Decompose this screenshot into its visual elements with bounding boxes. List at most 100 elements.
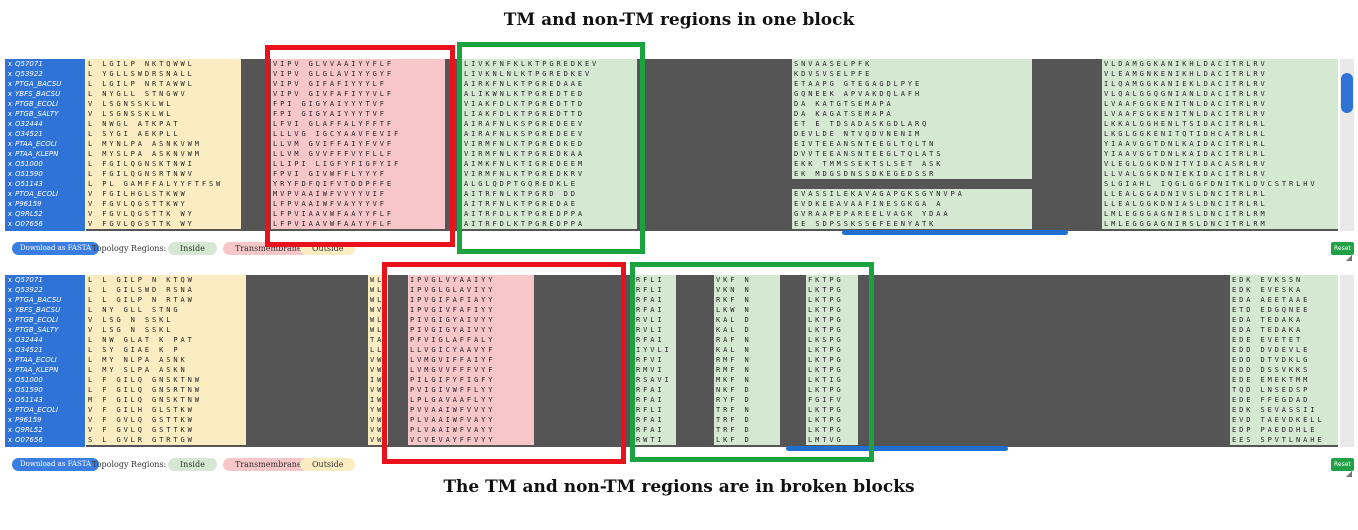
remove-sequence-icon[interactable]: x — [7, 110, 13, 118]
sequence-id-label[interactable]: x PTAA_KLEPN — [5, 149, 85, 159]
remove-sequence-icon[interactable]: x — [7, 220, 13, 228]
remove-sequence-icon[interactable]: x — [7, 276, 13, 284]
remove-sequence-icon[interactable]: x — [7, 306, 13, 314]
remove-sequence-icon[interactable]: x — [7, 210, 13, 218]
inside-segment: LMLEGGGAGNIRSLDNCITRLRM — [1102, 209, 1338, 219]
resize-handle-icon[interactable]: ◢ — [1345, 253, 1352, 262]
remove-sequence-icon[interactable]: x — [7, 120, 13, 128]
download-fasta-button[interactable]: Download as FASTA — [12, 458, 100, 471]
sequence-id-text: Q57071 — [15, 60, 43, 68]
sequence-id-label[interactable]: x O51590 — [5, 169, 85, 179]
vertical-scrollbar[interactable] — [1340, 59, 1354, 231]
inside-segment: EDK SEVASSII — [1230, 405, 1338, 415]
remove-sequence-icon[interactable]: x — [7, 366, 13, 374]
remove-sequence-icon[interactable]: x — [7, 80, 13, 88]
remove-sequence-icon[interactable]: x — [7, 130, 13, 138]
horizontal-scroll-thumb[interactable] — [786, 446, 1008, 451]
resize-handle-icon[interactable]: ◢ — [1345, 469, 1352, 478]
alignment-grid[interactable]: L L GILP N KTQW L L GILSWD RSNA L L GILP N… — [86, 275, 1338, 447]
sequence-id-label[interactable]: x O34521 — [5, 129, 85, 139]
sequence-id-label[interactable]: x PTGB_SALTY — [5, 325, 85, 335]
sequence-id-text: O51000 — [15, 376, 43, 384]
remove-sequence-icon[interactable]: x — [7, 336, 13, 344]
remove-sequence-icon[interactable]: x — [7, 386, 13, 394]
sequence-id-label[interactable]: x Q9RL52 — [5, 209, 85, 219]
sequence-id-label[interactable]: x P96159 — [5, 199, 85, 209]
remove-sequence-icon[interactable]: x — [7, 426, 13, 434]
remove-sequence-icon[interactable]: x — [7, 160, 13, 168]
remove-sequence-icon[interactable]: x — [7, 326, 13, 334]
remove-sequence-icon[interactable]: x — [7, 406, 13, 414]
bottom-annotation-title: The TM and non-TM regions are in broken … — [443, 477, 915, 497]
inside-segment: MKF N — [714, 375, 780, 385]
remove-sequence-icon[interactable]: x — [7, 316, 13, 324]
sequence-id-label[interactable]: x PTGB_SALTY — [5, 109, 85, 119]
sequence-id-label[interactable]: x O51143 — [5, 179, 85, 189]
outside-segment: L MYSLPA ASKNVWM — [86, 149, 241, 159]
sequence-id-label[interactable]: x PTAA_ECOLI — [5, 139, 85, 149]
remove-sequence-icon[interactable]: x — [7, 296, 13, 304]
remove-sequence-icon[interactable]: x — [7, 376, 13, 384]
sequence-id-label[interactable]: x Q53922 — [5, 69, 85, 79]
sequence-id-label[interactable]: x PTAA_KLEPN — [5, 365, 85, 375]
remove-sequence-icon[interactable]: x — [7, 356, 13, 364]
sequence-id-label[interactable]: x Q9RL52 — [5, 425, 85, 435]
download-fasta-button[interactable]: Download as FASTA — [12, 242, 100, 255]
inside-segment: RFLI — [634, 285, 676, 295]
sequence-id-label[interactable]: x PTGB_ECOLI — [5, 99, 85, 109]
remove-sequence-icon[interactable]: x — [7, 70, 13, 78]
remove-sequence-icon[interactable]: x — [7, 200, 13, 208]
reset-button[interactable]: Reset — [1331, 242, 1354, 255]
remove-sequence-icon[interactable]: x — [7, 170, 13, 178]
horizontal-scroll-thumb[interactable] — [842, 230, 1068, 235]
sequence-id-label[interactable]: x PTAA_ECOLI — [5, 355, 85, 365]
inside-segment: TQD LNSEDSP — [1230, 385, 1338, 395]
sequence-id-label[interactable]: x O51000 — [5, 375, 85, 385]
sequence-id-label[interactable]: x Q53922 — [5, 285, 85, 295]
inside-segment: RFAI — [634, 425, 676, 435]
vertical-scrollbar[interactable] — [1340, 275, 1354, 447]
reset-button[interactable]: Reset — [1331, 458, 1354, 471]
sequence-id-label[interactable]: x PTGA_BACSU — [5, 295, 85, 305]
sequence-id-label[interactable]: x O07656 — [5, 219, 85, 229]
sequence-id-label[interactable]: x O51000 — [5, 159, 85, 169]
sequence-id-label[interactable]: x YBFS_BACSU — [5, 305, 85, 315]
remove-sequence-icon[interactable]: x — [7, 60, 13, 68]
sequence-id-label[interactable]: x PTOA_ECOLI — [5, 405, 85, 415]
sequence-id-label[interactable]: x O51143 — [5, 395, 85, 405]
inside-segment: RYF D — [714, 395, 780, 405]
remove-sequence-icon[interactable]: x — [7, 190, 13, 198]
sequence-id-label[interactable]: x O07656 — [5, 435, 85, 445]
sequence-id-label[interactable]: x O32444 — [5, 335, 85, 345]
inside-segment: LKTPG — [806, 295, 858, 305]
alignment-grid[interactable]: L LGILP NKTQWWL L YGLLSWDRSNALL L LGILP NR… — [86, 59, 1338, 231]
sequence-id-label[interactable]: x O34521 — [5, 345, 85, 355]
remove-sequence-icon[interactable]: x — [7, 346, 13, 354]
inside-segment: SNVAASELPFK — [792, 59, 1032, 69]
sequence-id-label[interactable]: x O32444 — [5, 119, 85, 129]
outside-segment: L NY GLL STNG — [86, 305, 246, 315]
sequence-id-label[interactable]: x PTOA_ECOLI — [5, 189, 85, 199]
remove-sequence-icon[interactable]: x — [7, 286, 13, 294]
sequence-id-text: PTAA_ECOLI — [15, 140, 57, 148]
inside-segment: ETAAPG GTEGAGDLPYE — [792, 79, 1032, 89]
sequence-id-label[interactable]: x Q57071 — [5, 275, 85, 285]
inside-segment: RMF N — [714, 355, 780, 365]
sequence-id-label[interactable]: x P96159 — [5, 415, 85, 425]
sequence-id-label[interactable]: x YBFS_BACSU — [5, 89, 85, 99]
remove-sequence-icon[interactable]: x — [7, 436, 13, 444]
remove-sequence-icon[interactable]: x — [7, 416, 13, 424]
remove-sequence-icon[interactable]: x — [7, 150, 13, 158]
remove-sequence-icon[interactable]: x — [7, 140, 13, 148]
vertical-scroll-thumb[interactable] — [1341, 73, 1353, 113]
remove-sequence-icon[interactable]: x — [7, 396, 13, 404]
sequence-id-label[interactable]: x O51590 — [5, 385, 85, 395]
inside-segment: TRF N — [714, 405, 780, 415]
remove-sequence-icon[interactable]: x — [7, 180, 13, 188]
remove-sequence-icon[interactable]: x — [7, 100, 13, 108]
sequence-id-label[interactable]: x PTGB_ECOLI — [5, 315, 85, 325]
sequence-id-label[interactable]: x PTGA_BACSU — [5, 79, 85, 89]
sequence-id-label[interactable]: x Q57071 — [5, 59, 85, 69]
remove-sequence-icon[interactable]: x — [7, 90, 13, 98]
sequence-id-text: O34521 — [15, 346, 43, 354]
